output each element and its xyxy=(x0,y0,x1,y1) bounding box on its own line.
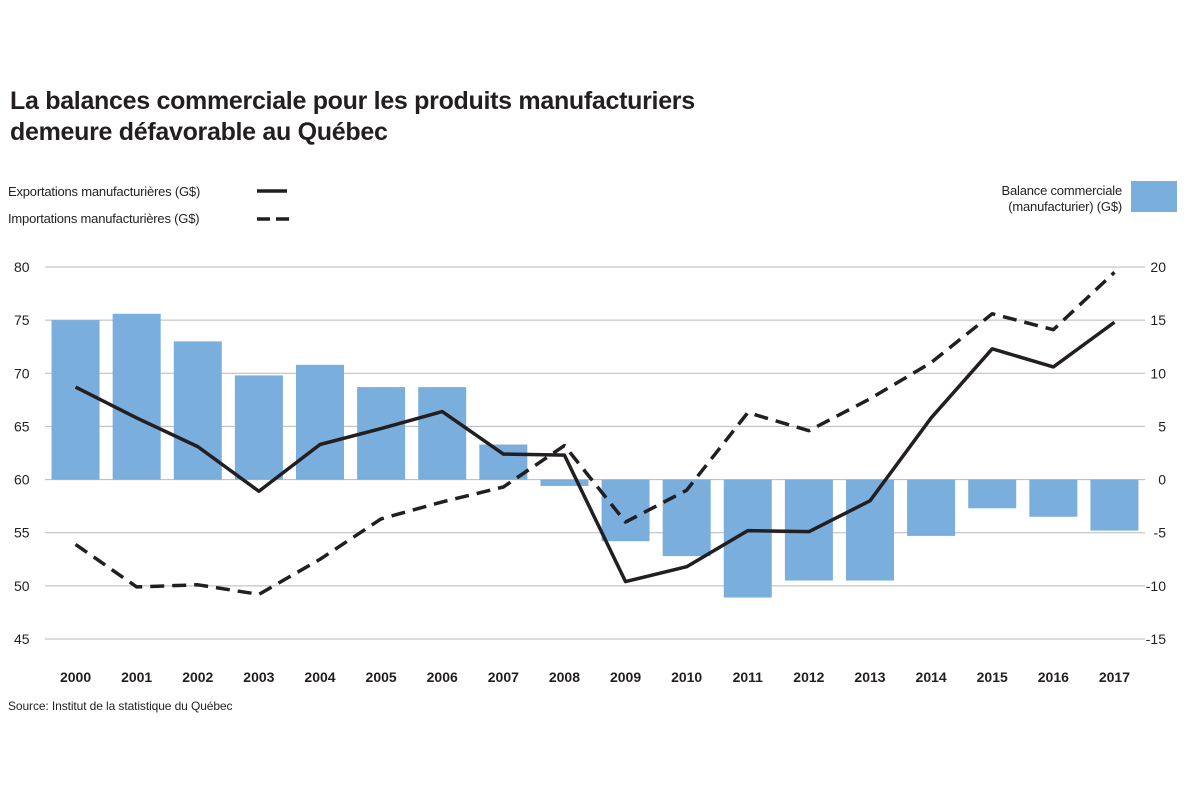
balance-bar-2014 xyxy=(907,479,956,536)
balance-bar-2008 xyxy=(540,479,589,486)
x-tick-label: 2011 xyxy=(733,669,764,685)
legend-exports-label: Exportations manufacturières (G$) xyxy=(8,184,201,199)
balance-bar-2016 xyxy=(1029,479,1078,517)
source-note: Source: Institut de la statistique du Qu… xyxy=(8,699,233,713)
x-tick-label: 2009 xyxy=(610,669,641,685)
right-tick-label: -5 xyxy=(1154,525,1167,541)
left-tick-label: 55 xyxy=(14,525,30,541)
legend-balance-line2: (manufacturier) (G$) xyxy=(1008,199,1122,214)
balance-bar-2001 xyxy=(112,313,161,480)
right-tick-label: 10 xyxy=(1150,365,1166,381)
balance-bar-2010 xyxy=(662,479,711,557)
x-tick-label: 2004 xyxy=(304,669,335,685)
chart-title-line1: La balances commerciale pour les produit… xyxy=(10,87,695,115)
left-tick-label: 80 xyxy=(14,259,30,275)
right-tick-label: -10 xyxy=(1146,578,1166,594)
chart-title-line2: demeure défavorable au Québec xyxy=(10,118,388,146)
x-tick-label: 2014 xyxy=(916,669,947,685)
series-lines xyxy=(74,271,1116,597)
x-tick-label: 2008 xyxy=(549,669,580,685)
imports-line xyxy=(74,271,1116,597)
chart-title: La balances commerciale pour les produit… xyxy=(10,86,695,148)
x-tick-label: 2013 xyxy=(854,669,885,685)
right-tick-label: 20 xyxy=(1150,259,1166,275)
balance-bars xyxy=(51,313,1139,598)
right-tick-label: -15 xyxy=(1146,631,1166,647)
balance-bar-2000 xyxy=(51,320,100,480)
left-tick-label: 75 xyxy=(14,312,30,328)
x-tick-label: 2017 xyxy=(1099,669,1130,685)
left-tick-label: 65 xyxy=(14,418,30,434)
balance-bar-2003 xyxy=(234,375,283,480)
right-tick-label: 0 xyxy=(1158,472,1166,488)
balance-bar-2009 xyxy=(601,479,650,542)
legend-swatches xyxy=(257,181,1177,221)
balance-bar-2007 xyxy=(479,444,528,480)
exports-line xyxy=(74,320,1116,584)
x-tick-label: 2003 xyxy=(243,669,274,685)
left-tick-label: 60 xyxy=(14,472,30,488)
x-tick-label: 2012 xyxy=(793,669,824,685)
left-tick-label: 45 xyxy=(14,631,30,647)
left-tick-label: 50 xyxy=(14,578,30,594)
balance-bar-2013 xyxy=(846,479,894,581)
legend-imports-label: Importations manufacturières (G$) xyxy=(8,211,200,226)
right-tick-label: 5 xyxy=(1158,418,1166,434)
legend-balance-label: Balance commerciale (manufacturier) (G$) xyxy=(942,183,1123,215)
balance-bar-2004 xyxy=(296,364,344,480)
x-tick-label: 2002 xyxy=(182,669,213,685)
legend-balance-swatch xyxy=(1131,181,1177,212)
x-tick-label: 2000 xyxy=(60,669,91,685)
x-tick-label: 2015 xyxy=(977,669,1008,685)
x-tick-label: 2005 xyxy=(366,669,397,685)
left-tick-label: 70 xyxy=(14,365,30,381)
x-tick-label: 2016 xyxy=(1038,669,1069,685)
x-tick-label: 2007 xyxy=(488,669,519,685)
balance-bar-2006 xyxy=(418,387,467,480)
x-tick-label: 2010 xyxy=(671,669,702,685)
legend-balance-line1: Balance commerciale xyxy=(1001,183,1123,198)
balance-bar-2017 xyxy=(1090,479,1139,531)
right-tick-label: 15 xyxy=(1150,312,1166,328)
balance-bar-2015 xyxy=(968,479,1017,509)
x-tick-label: 2006 xyxy=(427,669,458,685)
x-tick-label: 2001 xyxy=(121,669,152,685)
gridlines xyxy=(45,266,1145,640)
